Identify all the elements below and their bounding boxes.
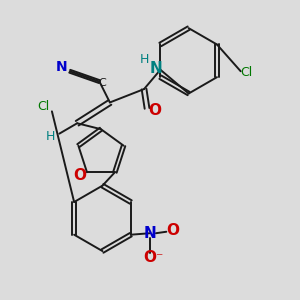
Text: Cl: Cl <box>37 100 49 113</box>
Text: ⁻: ⁻ <box>155 251 163 266</box>
Text: C: C <box>99 78 106 88</box>
Text: H: H <box>140 53 149 66</box>
Text: N: N <box>150 61 162 76</box>
Text: N: N <box>144 226 156 241</box>
Text: O: O <box>143 250 157 265</box>
Text: O: O <box>73 168 86 183</box>
Text: O: O <box>148 103 161 118</box>
Text: N: N <box>56 60 67 74</box>
Text: H: H <box>46 130 55 143</box>
Text: Cl: Cl <box>241 66 253 79</box>
Text: O: O <box>166 223 179 238</box>
